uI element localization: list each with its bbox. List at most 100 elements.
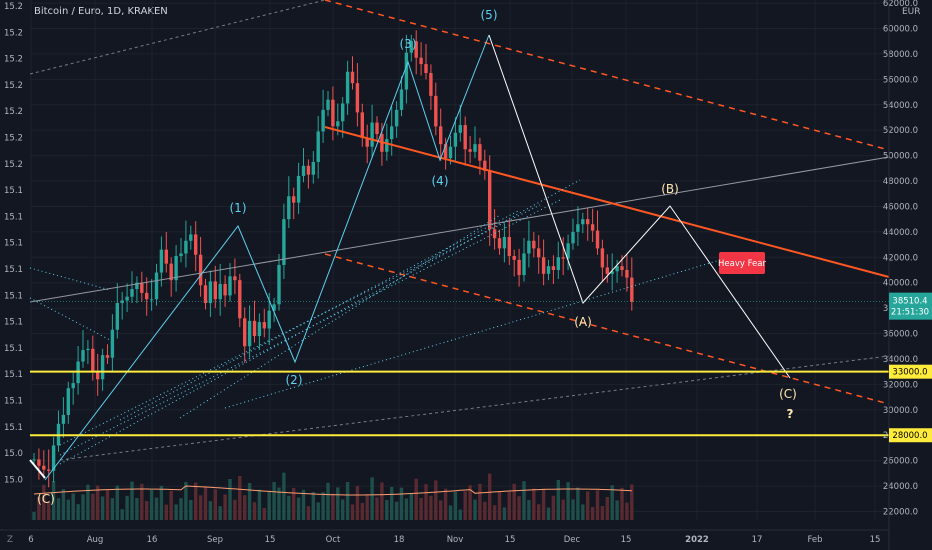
left-tick-label: 15.2 (4, 134, 23, 144)
volume-bar (277, 487, 281, 520)
correction-label: (C) (779, 387, 797, 401)
candle-body (169, 263, 173, 281)
candle-body (154, 272, 159, 300)
volume-bar (169, 490, 173, 520)
last-price-tag (889, 292, 932, 320)
candle-body (198, 254, 203, 286)
left-tick-label: 15.2 (4, 55, 23, 65)
volume-bar (247, 483, 252, 520)
candle-body (81, 350, 85, 362)
volume-bar (478, 483, 482, 520)
candle-body (610, 271, 614, 274)
volume-bar (189, 500, 193, 520)
y-tick-label: 26000.0 (883, 457, 918, 467)
volume-bar (115, 485, 119, 520)
support-price-tag (889, 364, 932, 379)
volume-bar (130, 481, 134, 520)
candle-body (419, 57, 423, 65)
volume-bar (316, 502, 320, 520)
volume-bar (507, 492, 511, 520)
candle-body (208, 281, 213, 304)
volume-bar (380, 482, 384, 520)
left-tick-label: 15.1 (4, 397, 23, 407)
candle-body (115, 303, 119, 330)
candle-body (615, 266, 619, 272)
correction-label: (A) (574, 315, 592, 329)
volume-bar (532, 488, 536, 520)
wave-label: (1) (230, 201, 247, 215)
candles (32, 30, 634, 488)
volume-bar (306, 506, 311, 520)
candle-body (37, 459, 41, 466)
candle-body (399, 89, 404, 110)
candle-body (600, 248, 605, 268)
x-tick-label: Oct (326, 535, 341, 545)
left-tick-label: 15.0 (4, 449, 23, 459)
candle-body (296, 175, 301, 203)
time-axis: 6 Aug 16 Sep 15 Oct 18 Nov 15 Dec 15 2022 17 Feb 15 Z (7, 535, 881, 545)
volume-bar (71, 493, 75, 520)
volume-bar (571, 499, 575, 520)
volume-bar (566, 482, 570, 520)
volume-bar (154, 497, 159, 520)
volume-bar (61, 489, 66, 520)
candle-body (537, 248, 541, 258)
dotted-fan-line (119, 209, 521, 421)
volume-bar (424, 484, 428, 520)
candle-body (409, 41, 413, 53)
volume-bar (541, 488, 546, 520)
candle-body (262, 322, 266, 329)
volume-ma-line (33, 485, 632, 496)
volume-bar (301, 489, 306, 520)
x-tick-label: Dec (564, 535, 581, 545)
dotted-line (29, 267, 111, 291)
left-tick-label: 15.1 (4, 344, 23, 354)
candle-body (478, 144, 482, 161)
volume-bar (556, 480, 560, 520)
x-tick-label: 15 (265, 535, 276, 545)
candle-body (551, 266, 556, 270)
y-tick-label: 32000.0 (883, 380, 918, 390)
volume-bar (512, 483, 516, 520)
candle-body (61, 414, 66, 424)
volume-bar (341, 499, 345, 520)
volume-bar (399, 487, 404, 520)
volume-bar (492, 505, 497, 520)
trendline (29, 0, 326, 75)
candle-body (497, 238, 502, 249)
candle-body (105, 355, 110, 358)
volume-bar (81, 494, 85, 520)
candle-body (91, 348, 95, 372)
volume-bar (561, 499, 565, 520)
volume-bar (355, 485, 360, 520)
candle-body (566, 243, 570, 259)
candle-body (238, 280, 242, 319)
volume-bar (56, 498, 61, 520)
volume-bar (458, 509, 462, 520)
volume-bar (488, 473, 492, 520)
volume-bar (581, 504, 585, 520)
candle-body (390, 126, 394, 140)
volume-bar (203, 486, 208, 520)
sentiment-badge-label: Heavy Fear (718, 259, 766, 269)
impulse-wave (44, 34, 490, 481)
left-tick-label: 15.1 (4, 423, 23, 433)
prior-label: (C) (37, 492, 55, 506)
candle-body (306, 165, 311, 175)
candle-body (145, 292, 149, 300)
candle-body (326, 99, 330, 110)
volume-bar (292, 488, 296, 520)
y-tick-label: 60000.0 (883, 25, 918, 35)
candle-body (233, 276, 237, 281)
volume-bar (463, 491, 467, 520)
volume-bar (194, 482, 198, 520)
candle-body (287, 196, 291, 220)
volume-bar (272, 482, 276, 520)
candle-body (590, 224, 595, 231)
volume-bar (546, 507, 551, 520)
volume-bar (615, 500, 619, 520)
volume-bar (370, 477, 374, 520)
left-tick-label: 15.2 (4, 107, 23, 117)
volume-bar (336, 487, 340, 520)
